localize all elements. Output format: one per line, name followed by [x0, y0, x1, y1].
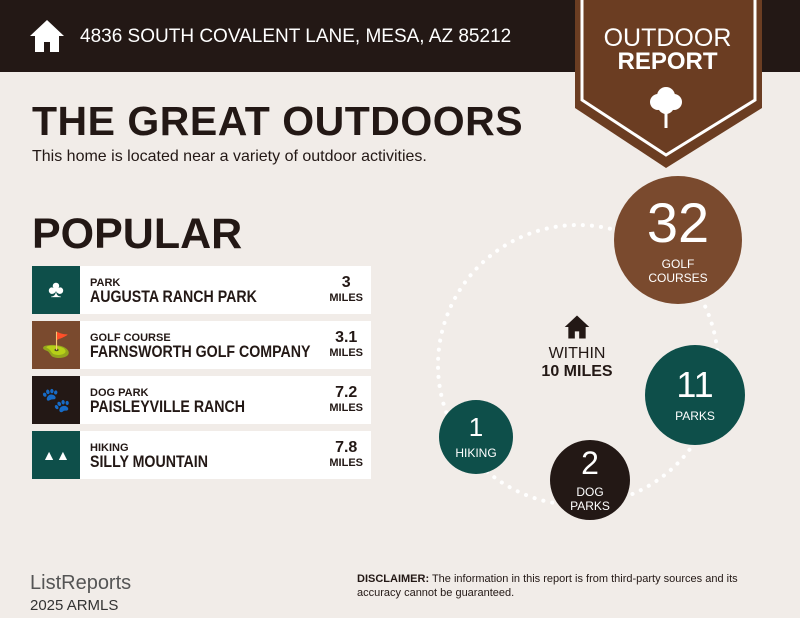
within-label: WITHIN 10 MILES [532, 314, 622, 381]
stat-count: 32 [646, 190, 710, 254]
stat-label: PARKS [675, 408, 715, 423]
badge-line2: REPORT [617, 48, 718, 75]
within-line1: WITHIN [548, 345, 606, 362]
disclaimer: DISCLAIMER: The information in this repo… [357, 572, 777, 600]
copyright: 2025 ARMLS [30, 597, 119, 614]
within-line2: 10 MILES [541, 363, 613, 380]
item-category: DOG PARK [90, 387, 149, 399]
home-icon [30, 20, 64, 52]
badge-line1: OUTDOOR [603, 24, 732, 52]
stat-count: 2 [581, 444, 599, 481]
item-distance: 7.8 MILES [329, 439, 363, 469]
stat-label: PARKS [570, 499, 610, 513]
popular-item: 🐾 DOG PARK PAISLEYVILLE RANCH 7.2 MILES [32, 376, 371, 424]
distance-unit: MILES [329, 457, 363, 469]
popular-item: ♣ PARK AUGUSTA RANCH PARK 3 MILES [32, 266, 371, 314]
distance-unit: MILES [329, 347, 363, 359]
trees-icon: ▲▲ [32, 431, 80, 479]
distance-value: 7.2 [335, 384, 358, 401]
stat-label: COURSES [648, 271, 708, 285]
stat-circle: 2 DOG PARKS [550, 440, 630, 520]
disclaimer-text: The information in this report is from t… [357, 573, 738, 599]
stat-label: GOLF [661, 256, 695, 271]
popular-item: ▲▲ HIKING SILLY MOUNTAIN 7.8 MILES [32, 431, 371, 479]
item-name: PAISLEYVILLE RANCH [90, 398, 246, 416]
item-category: HIKING [90, 442, 129, 454]
item-distance: 3 MILES [329, 274, 363, 304]
property-address: 4836 SOUTH COVALENT LANE, MESA, AZ 85212 [80, 26, 512, 47]
page-title: THE GREAT OUTDOORS [32, 98, 524, 144]
stat-label: DOG [576, 484, 604, 499]
stat-circle: 11 PARKS [645, 345, 745, 445]
golf-bag-icon: ⛳ [32, 321, 80, 369]
distance-unit: MILES [329, 292, 363, 304]
tree-icon [650, 87, 682, 128]
stat-count: 1 [468, 411, 484, 442]
disclaimer-label: DISCLAIMER: [357, 573, 430, 585]
item-name: SILLY MOUNTAIN [90, 453, 209, 471]
popular-heading: POPULAR [32, 210, 243, 258]
stat-label: HIKING [455, 445, 497, 460]
item-category: GOLF COURSE [90, 332, 171, 344]
distance-value: 7.8 [335, 439, 358, 456]
home-icon [564, 315, 590, 339]
page-subtitle: This home is located near a variety of o… [32, 148, 427, 165]
distance-unit: MILES [329, 402, 363, 414]
item-distance: 3.1 MILES [329, 329, 363, 359]
stat-count: 11 [676, 363, 714, 405]
item-distance: 7.2 MILES [329, 384, 363, 414]
item-name: FARNSWORTH GOLF COMPANY [90, 343, 311, 361]
park-icon: ♣ [32, 266, 80, 314]
stat-circle: 32 GOLF COURSES [614, 176, 742, 304]
distance-value: 3 [341, 274, 351, 291]
popular-item: ⛳ GOLF COURSE FARNSWORTH GOLF COMPANY 3.… [32, 321, 371, 369]
stat-circle: 1 HIKING [439, 400, 513, 474]
listreports-logo: ListReports [30, 572, 132, 594]
item-name: AUGUSTA RANCH PARK [90, 288, 257, 306]
outdoor-report-badge [575, 0, 762, 168]
distance-value: 3.1 [335, 329, 358, 346]
item-category: PARK [90, 277, 121, 289]
paw-icon: 🐾 [32, 376, 80, 424]
